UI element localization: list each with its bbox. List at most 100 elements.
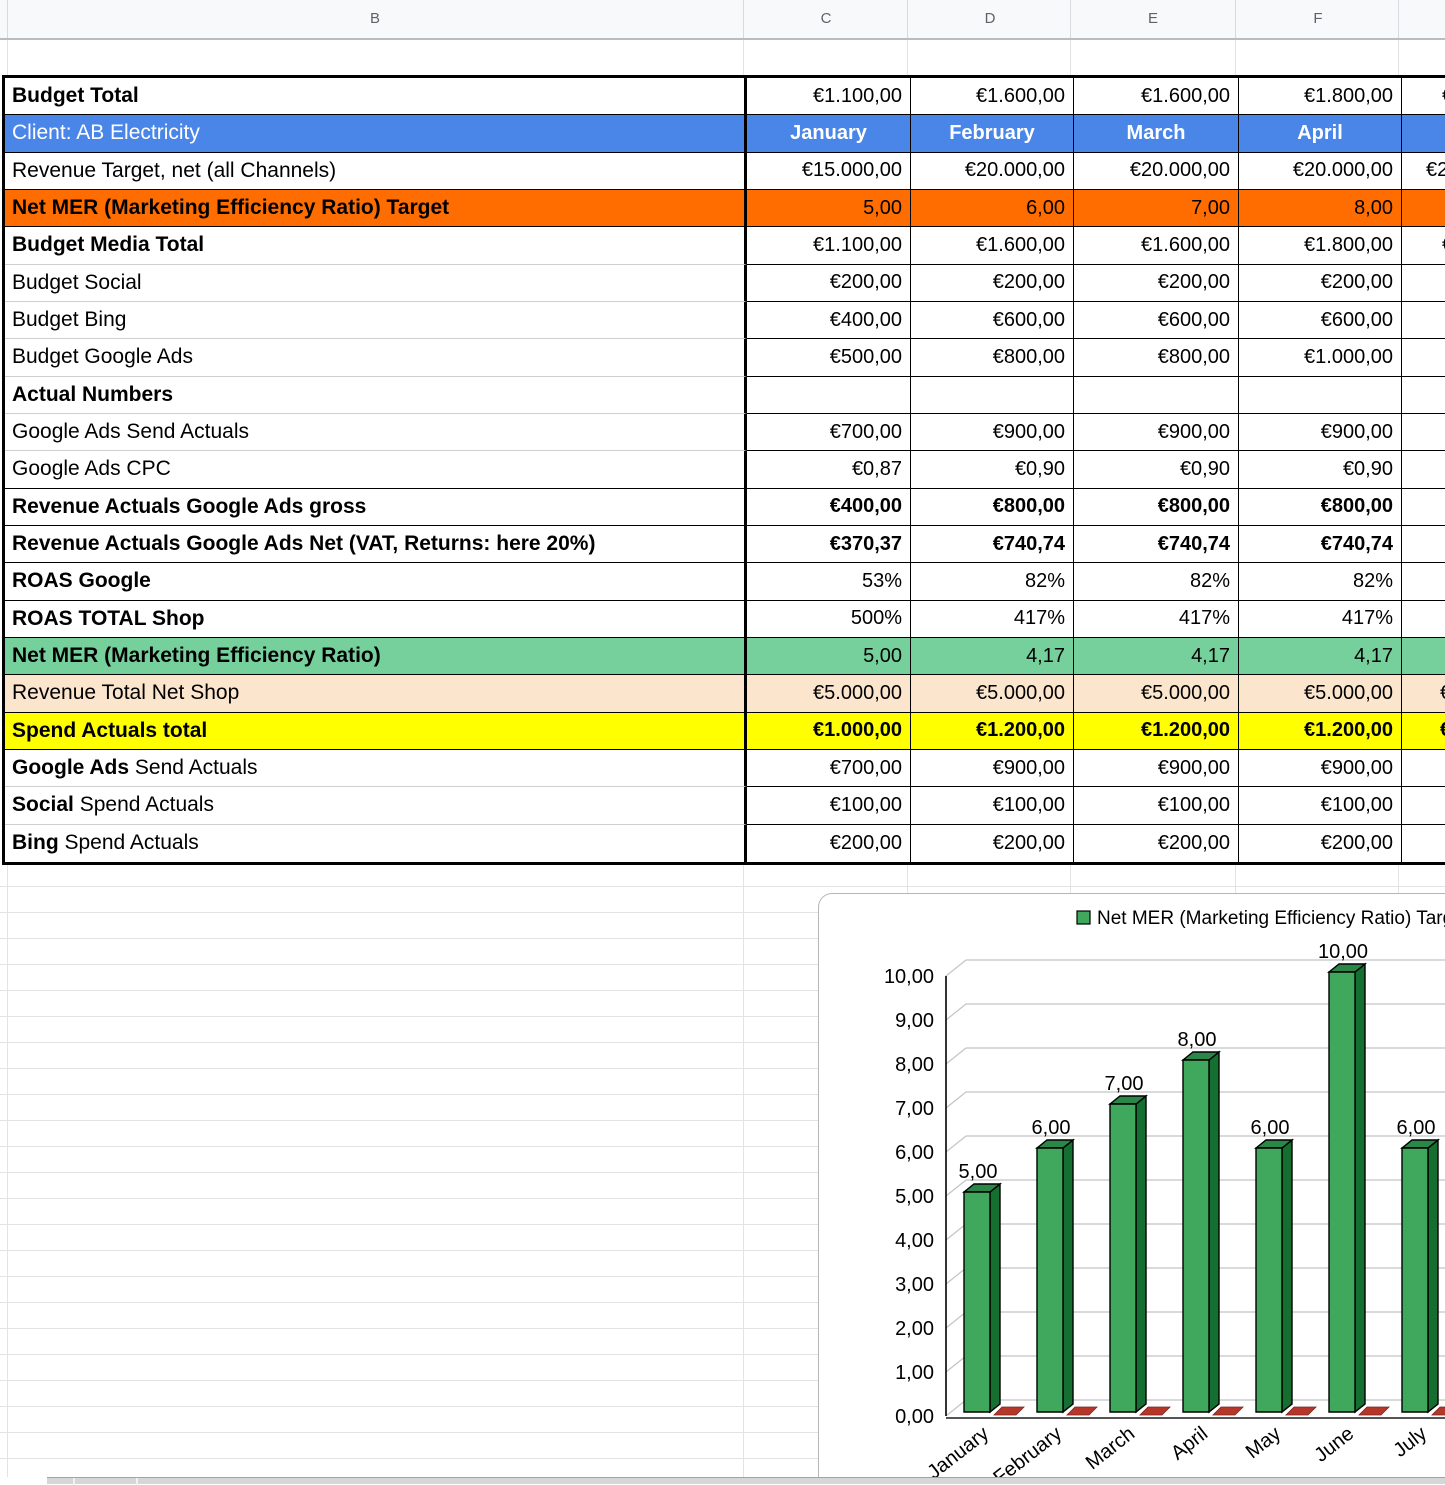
clipped-cell[interactable]: €2 — [1402, 152, 1445, 190]
clipped-cell[interactable] — [1402, 339, 1445, 377]
row-label-cell[interactable]: Net MER (Marketing Efficiency Ratio) — [5, 637, 747, 676]
row-label-cell[interactable]: Net MER (Marketing Efficiency Ratio) Tar… — [5, 189, 747, 228]
clipped-cell[interactable] — [1402, 488, 1445, 526]
value-cell[interactable]: €500,00 — [747, 339, 911, 377]
value-cell[interactable]: €900,00 — [911, 749, 1074, 788]
row-label-cell[interactable]: Budget Social — [5, 264, 747, 302]
column-header-d[interactable]: D — [984, 10, 996, 27]
value-cell[interactable]: €100,00 — [911, 787, 1074, 825]
value-cell[interactable]: 7,00 — [1074, 189, 1239, 228]
value-cell[interactable]: 5,00 — [747, 637, 911, 676]
row-label-cell[interactable]: Spend Actuals total — [5, 712, 747, 750]
value-cell[interactable]: €20.000,00 — [1239, 152, 1402, 190]
clipped-cell[interactable] — [1402, 600, 1445, 638]
value-cell[interactable]: 8,00 — [1239, 189, 1402, 228]
value-cell[interactable]: €5.000,00 — [911, 675, 1074, 713]
value-cell[interactable]: 4,17 — [1074, 637, 1239, 676]
value-cell[interactable]: €20.000,00 — [911, 152, 1074, 190]
clipped-cell[interactable] — [1402, 749, 1445, 788]
value-cell[interactable]: 4,17 — [1239, 637, 1402, 676]
sheet-bottom-bar[interactable] — [47, 1477, 1445, 1485]
clipped-cell[interactable] — [1402, 189, 1445, 228]
value-cell[interactable]: 6,00 — [911, 189, 1074, 228]
clipped-cell[interactable] — [1402, 264, 1445, 302]
value-cell[interactable]: €1.100,00 — [747, 78, 911, 116]
value-cell[interactable]: 417% — [911, 600, 1074, 638]
row-label-cell[interactable]: ROAS Google — [5, 563, 747, 601]
value-cell[interactable]: €5.000,00 — [1074, 675, 1239, 713]
value-cell[interactable]: €20.000,00 — [1074, 152, 1239, 190]
row-label-cell[interactable]: Google Ads CPC — [5, 451, 747, 489]
clipped-cell[interactable] — [1402, 413, 1445, 452]
clipped-cell[interactable]: € — [1402, 78, 1445, 116]
value-cell[interactable]: €600,00 — [1239, 301, 1402, 340]
row-label-cell[interactable]: Revenue Actuals Google Ads gross — [5, 488, 747, 526]
value-cell[interactable]: €0,90 — [1074, 451, 1239, 489]
clipped-cell[interactable] — [1402, 525, 1445, 564]
value-cell[interactable]: 53% — [747, 563, 911, 601]
value-cell[interactable]: 417% — [1239, 600, 1402, 638]
column-header-e[interactable]: E — [1147, 10, 1159, 27]
clipped-cell[interactable] — [1402, 115, 1445, 153]
column-header-f[interactable]: F — [1313, 10, 1323, 27]
value-cell[interactable]: 82% — [911, 563, 1074, 601]
value-cell[interactable]: €1.200,00 — [911, 712, 1074, 750]
row-label-cell[interactable]: Revenue Total Net Shop — [5, 675, 747, 713]
value-cell[interactable]: €200,00 — [1074, 824, 1239, 862]
value-cell[interactable]: €200,00 — [747, 264, 911, 302]
value-cell[interactable]: €1.100,00 — [747, 227, 911, 265]
value-cell[interactable]: €0,87 — [747, 451, 911, 489]
value-cell[interactable]: €1.600,00 — [911, 227, 1074, 265]
value-cell[interactable]: April — [1239, 115, 1402, 153]
chart[interactable]: 0,00 1,00 2,00 3,00 4,00 5,00 6,00 7,00 8,00 9,00… — [818, 893, 1445, 1478]
value-cell[interactable]: €1.600,00 — [1074, 227, 1239, 265]
value-cell[interactable]: €1.600,00 — [1074, 78, 1239, 116]
value-cell[interactable]: January — [747, 115, 911, 153]
value-cell[interactable]: €600,00 — [911, 301, 1074, 340]
clipped-cell[interactable] — [1402, 376, 1445, 414]
value-cell[interactable]: €700,00 — [747, 413, 911, 452]
value-cell[interactable]: €5.000,00 — [1239, 675, 1402, 713]
value-cell[interactable] — [747, 376, 911, 414]
value-cell[interactable]: €200,00 — [1239, 824, 1402, 862]
value-cell[interactable]: 500% — [747, 600, 911, 638]
row-label-cell[interactable]: Revenue Target, net (all Channels) — [5, 152, 747, 190]
row-label-cell[interactable]: Client: AB Electricity — [5, 115, 747, 153]
value-cell[interactable]: March — [1074, 115, 1239, 153]
value-cell[interactable]: €400,00 — [747, 488, 911, 526]
value-cell[interactable]: €100,00 — [747, 787, 911, 825]
value-cell[interactable]: €800,00 — [1074, 339, 1239, 377]
value-cell[interactable]: €800,00 — [1074, 488, 1239, 526]
value-cell[interactable]: €900,00 — [1239, 749, 1402, 788]
value-cell[interactable]: €600,00 — [1074, 301, 1239, 340]
value-cell[interactable]: €700,00 — [747, 749, 911, 788]
value-cell[interactable]: €900,00 — [1074, 749, 1239, 788]
value-cell[interactable]: 4,17 — [911, 637, 1074, 676]
value-cell[interactable]: €1.800,00 — [1239, 227, 1402, 265]
column-header-b[interactable]: B — [369, 10, 381, 27]
column-header-c[interactable]: C — [820, 10, 832, 27]
value-cell[interactable] — [1074, 376, 1239, 414]
clipped-cell[interactable]: € — [1402, 227, 1445, 265]
value-cell[interactable]: €0,90 — [911, 451, 1074, 489]
row-label-cell[interactable]: Budget Google Ads — [5, 339, 747, 377]
value-cell[interactable]: €200,00 — [747, 824, 911, 862]
clipped-cell[interactable] — [1402, 563, 1445, 601]
value-cell[interactable]: €200,00 — [911, 264, 1074, 302]
clipped-cell[interactable] — [1402, 301, 1445, 340]
row-label-cell[interactable]: Bing Spend Actuals — [5, 824, 747, 862]
clipped-cell[interactable]: € — [1402, 675, 1445, 713]
row-label-cell[interactable]: Google Ads Send Actuals — [5, 413, 747, 452]
value-cell[interactable]: 5,00 — [747, 189, 911, 228]
clipped-cell[interactable]: € — [1402, 712, 1445, 750]
value-cell[interactable]: €800,00 — [911, 488, 1074, 526]
value-cell[interactable] — [911, 376, 1074, 414]
value-cell[interactable]: €15.000,00 — [747, 152, 911, 190]
row-label-cell[interactable]: Budget Media Total — [5, 227, 747, 265]
value-cell[interactable]: €400,00 — [747, 301, 911, 340]
value-cell[interactable]: February — [911, 115, 1074, 153]
value-cell[interactable]: €1.000,00 — [1239, 339, 1402, 377]
value-cell[interactable]: €200,00 — [911, 824, 1074, 862]
value-cell[interactable]: €100,00 — [1239, 787, 1402, 825]
value-cell[interactable]: €740,74 — [1239, 525, 1402, 564]
